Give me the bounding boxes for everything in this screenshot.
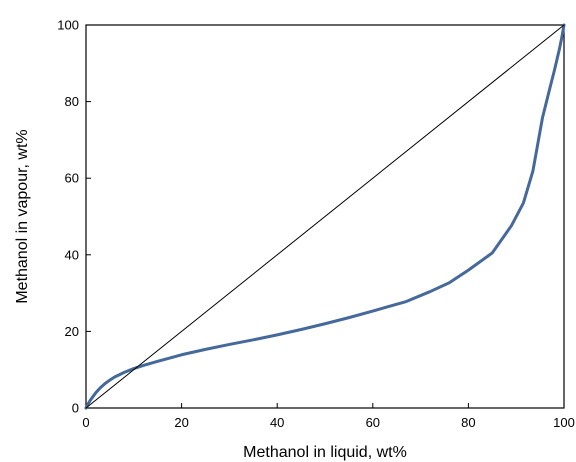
x-tick-label: 20 [174,415,188,430]
y-tick-label: 0 [72,401,79,416]
y-tick-label: 100 [57,18,79,33]
y-ticks: 0 20 40 60 80 100 [57,18,91,416]
series-layer [84,23,566,410]
x-tick-label: 40 [270,415,284,430]
y-axis-label: Methanol in vapour, wt% [14,129,31,303]
x-tick-label: 100 [553,415,575,430]
diagonal-reference-line [85,24,565,409]
y-tick-label: 80 [65,94,79,109]
x-tick-label: 80 [461,415,475,430]
x-axis-label: Methanol in liquid, wt% [243,444,407,461]
x-tick-label: 0 [82,415,89,430]
plot-frame [85,24,565,409]
y-tick-label: 40 [65,247,79,262]
x-ticks: 0 20 40 60 80 100 [82,403,575,430]
y-tick-label: 60 [65,171,79,186]
equilibrium-curve [84,23,566,410]
y-tick-label: 20 [65,324,79,339]
x-tick-label: 60 [366,415,380,430]
